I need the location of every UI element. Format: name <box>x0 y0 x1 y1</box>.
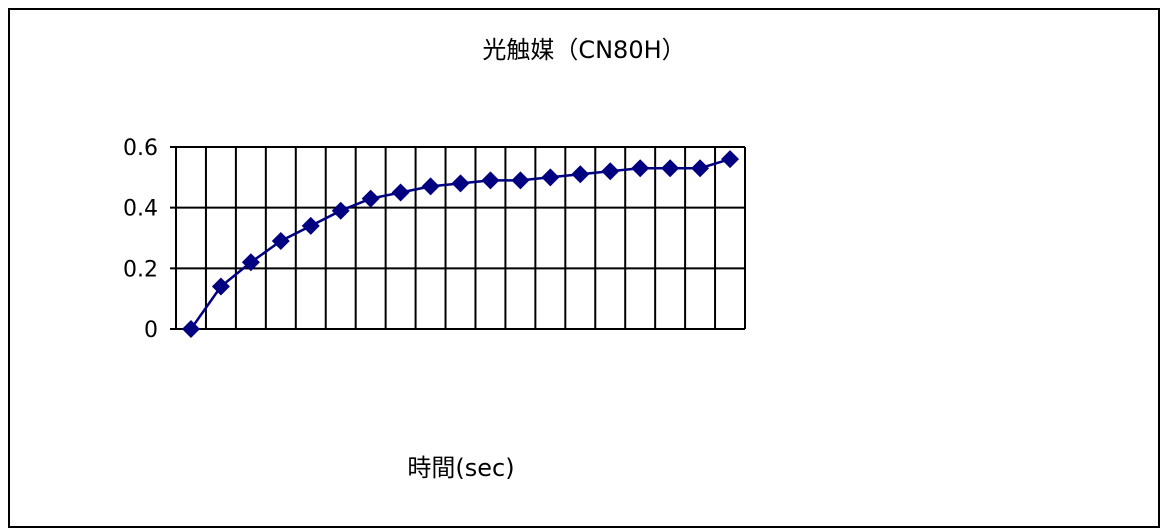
data-point <box>511 171 530 190</box>
chart-title: 光触媒（CN80H） <box>482 36 686 64</box>
data-point <box>481 171 500 190</box>
data-point <box>601 162 620 181</box>
data-point <box>691 159 710 178</box>
data-point <box>421 177 440 196</box>
data-point <box>181 320 200 338</box>
data-point <box>361 189 380 208</box>
data-point <box>571 165 590 184</box>
y-tick-label: 0.4 <box>123 197 158 222</box>
data-point <box>301 216 320 235</box>
data-point <box>271 232 290 251</box>
x-axis-label: 時間(sec) <box>407 454 515 482</box>
y-tick-label: 0.6 <box>123 136 158 161</box>
data-point <box>391 183 410 202</box>
y-tick-label: 0.2 <box>123 257 158 282</box>
data-point <box>661 159 680 178</box>
data-point <box>631 159 650 178</box>
data-point <box>721 150 740 169</box>
data-point <box>541 168 560 187</box>
data-point <box>331 201 350 220</box>
data-point <box>241 253 260 272</box>
data-point <box>451 174 470 193</box>
y-tick-label: 0 <box>144 318 158 343</box>
plot-area: 0 0.2 0.4 0.6 <box>123 136 746 343</box>
data-point <box>211 277 230 296</box>
